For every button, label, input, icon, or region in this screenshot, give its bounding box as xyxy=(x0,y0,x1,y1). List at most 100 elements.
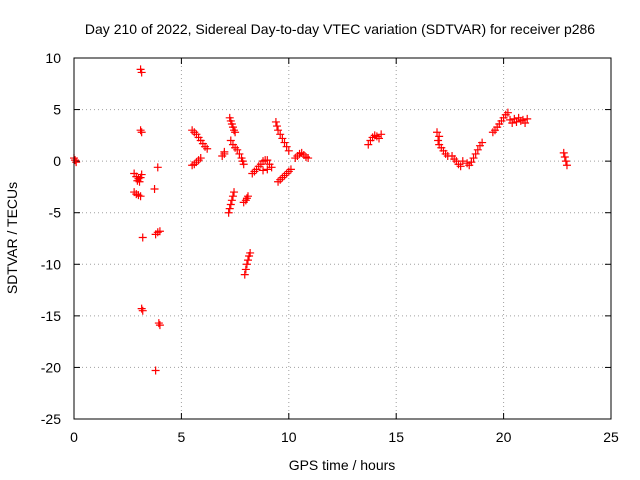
data-point xyxy=(304,154,313,163)
data-point xyxy=(230,188,239,197)
data-point xyxy=(224,208,233,217)
data-point xyxy=(246,248,255,257)
data-point xyxy=(282,142,291,151)
data-point xyxy=(276,130,285,139)
data-point xyxy=(196,154,205,163)
data-point xyxy=(137,128,146,137)
data-point xyxy=(227,196,236,205)
data-point xyxy=(194,156,203,165)
data-point xyxy=(375,134,384,143)
axis-ticks: 0 5 10 15 20 25 10 5 0 -5 -10 -15 -20 -25 xyxy=(41,50,619,445)
data-point xyxy=(488,128,497,137)
data-point xyxy=(435,132,444,141)
data-point xyxy=(521,118,530,127)
data-point xyxy=(226,136,235,145)
data-point xyxy=(225,204,234,213)
data-point xyxy=(250,167,259,176)
data-point xyxy=(467,158,476,167)
data-point xyxy=(242,194,251,203)
data-point xyxy=(220,147,229,156)
data-point xyxy=(137,304,146,313)
data-point xyxy=(190,128,199,137)
data-point xyxy=(473,145,482,154)
data-point xyxy=(271,117,280,126)
data-point xyxy=(434,136,443,145)
data-point xyxy=(503,108,512,117)
data-point xyxy=(153,163,162,172)
data-point xyxy=(138,306,147,315)
chart-title: Day 210 of 2022, Sidereal Day-to-day VTE… xyxy=(85,21,595,37)
data-point xyxy=(559,148,568,157)
data-point xyxy=(136,126,145,135)
data-point xyxy=(433,128,442,137)
x-tick-label: 0 xyxy=(70,429,78,445)
data-point xyxy=(137,68,146,77)
data-point xyxy=(190,160,199,169)
data-markers xyxy=(70,65,571,375)
x-tick-label: 20 xyxy=(496,429,512,445)
data-point xyxy=(218,151,227,160)
data-point xyxy=(151,366,160,375)
data-point xyxy=(243,192,252,201)
x-tick-label: 25 xyxy=(603,429,619,445)
data-point xyxy=(137,170,146,179)
data-point xyxy=(242,260,251,269)
x-axis-label: GPS time / hours xyxy=(289,457,396,473)
data-point xyxy=(259,166,268,175)
x-tick-label: 10 xyxy=(281,429,297,445)
data-point xyxy=(284,167,293,176)
y-tick-label: -20 xyxy=(41,359,61,375)
data-point xyxy=(243,256,252,265)
data-point xyxy=(286,165,295,174)
x-tick-label: 15 xyxy=(388,429,404,445)
data-point xyxy=(560,153,569,162)
data-point xyxy=(230,126,239,135)
data-point xyxy=(267,163,276,172)
data-point xyxy=(280,171,289,180)
data-point xyxy=(235,149,244,158)
data-point xyxy=(284,146,293,155)
data-point xyxy=(240,270,249,279)
data-point xyxy=(512,117,521,126)
data-point xyxy=(372,132,381,141)
data-point xyxy=(263,156,272,165)
data-point xyxy=(508,118,517,127)
x-tick-label: 5 xyxy=(178,429,186,445)
data-point xyxy=(364,140,373,149)
y-tick-label: -5 xyxy=(49,205,62,221)
data-point xyxy=(561,157,570,166)
data-point xyxy=(241,265,250,274)
data-point xyxy=(226,200,235,209)
data-point xyxy=(458,157,467,166)
data-point xyxy=(456,162,465,171)
data-point xyxy=(282,169,291,178)
data-point xyxy=(72,158,81,167)
data-point xyxy=(241,196,250,205)
data-point xyxy=(274,126,283,135)
data-point xyxy=(272,122,281,131)
y-tick-label: -15 xyxy=(41,308,61,324)
data-point xyxy=(562,161,571,170)
grid xyxy=(74,58,611,419)
data-point xyxy=(278,134,287,143)
data-point xyxy=(153,228,162,237)
y-tick-label: 10 xyxy=(45,50,61,66)
data-point xyxy=(132,190,141,199)
y-tick-label: 0 xyxy=(53,153,61,169)
data-point xyxy=(377,130,386,139)
data-point xyxy=(471,149,480,158)
data-point xyxy=(478,138,487,147)
data-point xyxy=(155,321,164,330)
data-point xyxy=(523,114,532,123)
data-point xyxy=(138,233,147,242)
data-point xyxy=(231,128,240,137)
data-point xyxy=(248,169,257,178)
data-point xyxy=(228,192,237,201)
data-point xyxy=(278,173,287,182)
data-point xyxy=(155,227,164,236)
data-point xyxy=(71,156,80,165)
data-point xyxy=(188,126,197,135)
data-point xyxy=(276,175,285,184)
